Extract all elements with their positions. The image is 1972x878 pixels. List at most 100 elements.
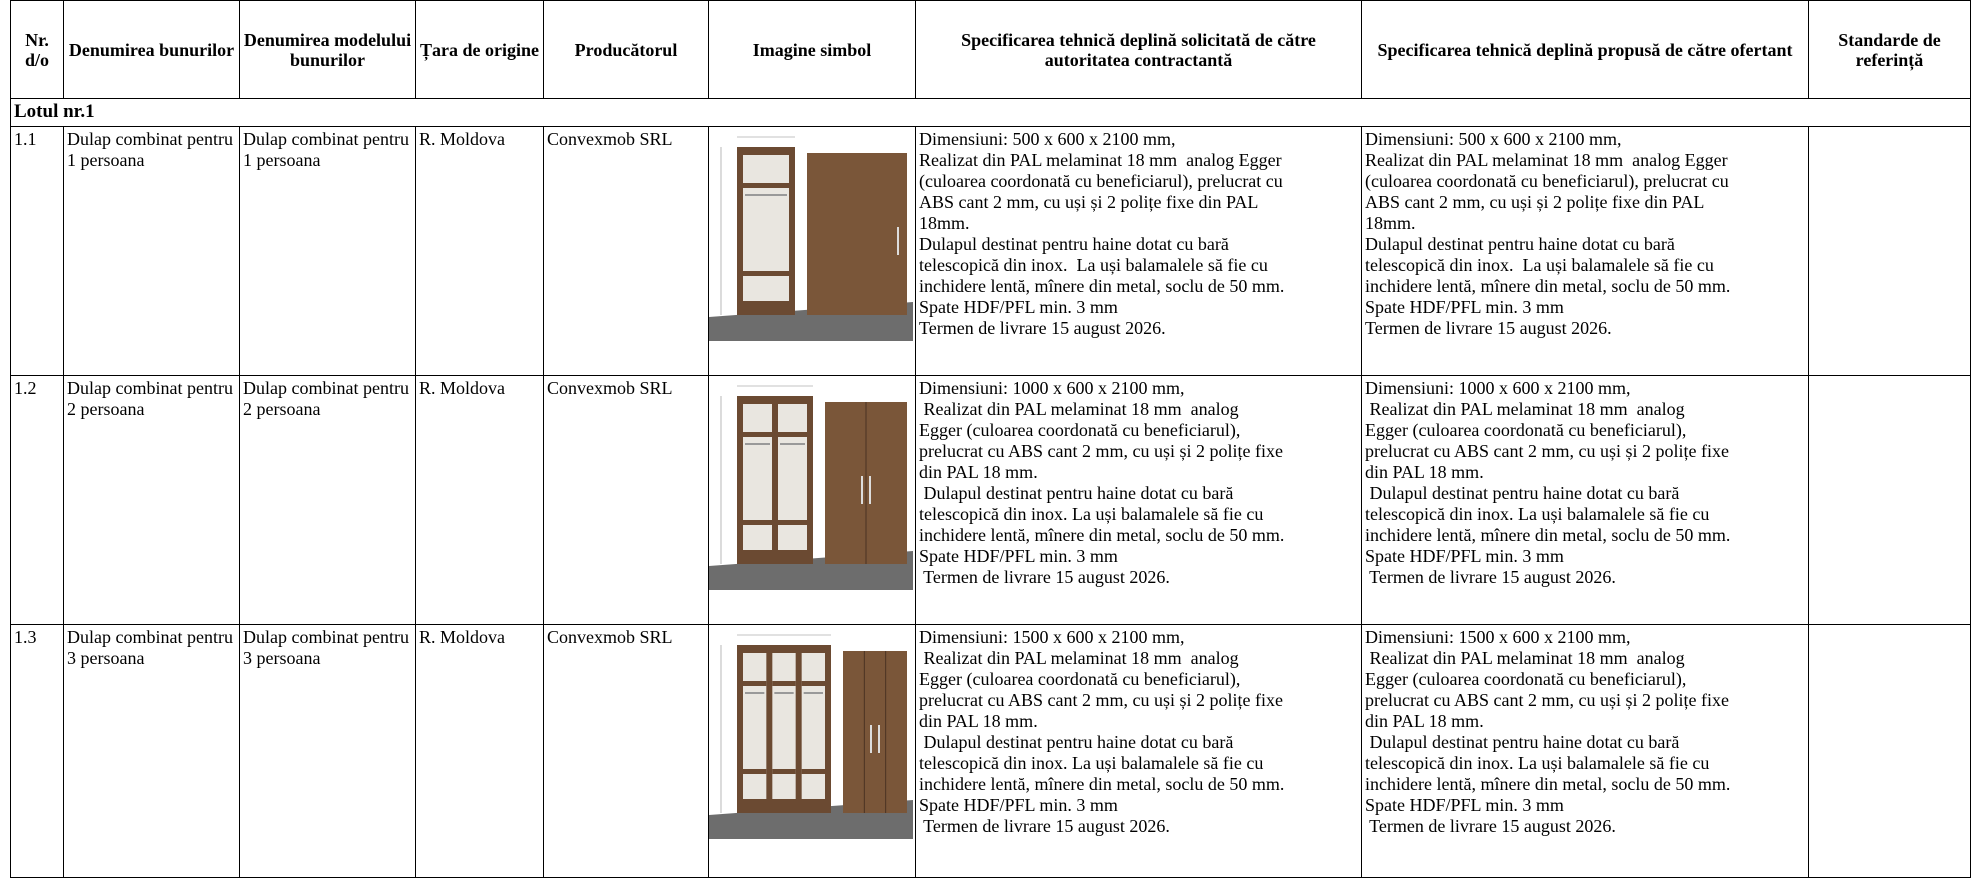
header-cell: Specificarea tehnică deplină solicitată … [915, 0, 1362, 99]
header-cell: Specificarea tehnică deplină propusă de … [1361, 0, 1809, 99]
spec-line: prelucrat cu ABS cant 2 mm, cu uși și 2 … [919, 690, 1283, 710]
spec-line: prelucrat cu ABS cant 2 mm, cu uși și 2 … [919, 441, 1283, 461]
spec-line: Egger (culoarea coordonată cu beneficiar… [1365, 420, 1687, 440]
spec-line: telescopică din inox. La uși balamalele … [919, 753, 1264, 773]
spec-line: 18mm. [1365, 213, 1416, 233]
cell-nr: 1.1 [10, 126, 64, 376]
table-body: Nr. d/o Denumirea bunurilor Denumirea mode… [10, 0, 1971, 878]
spec-line: Egger (culoarea coordonată cu beneficiar… [919, 420, 1241, 440]
spec-line: Dimensiuni: 1000 x 600 x 2100 mm, [919, 378, 1185, 398]
cell-producer: Convexmob SRL [543, 126, 709, 376]
spec-line: prelucrat cu ABS cant 2 mm, cu uși și 2 … [1365, 441, 1729, 461]
spec-line: din PAL 18 mm. [919, 462, 1038, 482]
spec-line: Realizat din PAL melaminat 18 mm analog [1365, 399, 1685, 419]
spec-line: Realizat din PAL melaminat 18 mm analog [919, 399, 1239, 419]
spec-line: Dulapul destinat pentru haine dotat cu b… [1365, 483, 1680, 503]
spec-line: Spate HDF/PFL min. 3 mm [1365, 795, 1564, 815]
spec-line: (culoarea coordonată cu beneficiarul), p… [919, 171, 1283, 191]
spec-line: Termen de livrare 15 august 2026. [1365, 816, 1616, 836]
product-image [709, 376, 913, 590]
spec-table: Nr. d/o Denumirea bunurilor Denumirea mode… [10, 0, 1971, 878]
product-image [709, 625, 913, 839]
spec-line: Dulapul destinat pentru haine dotat cu b… [1365, 732, 1680, 752]
image-cell [708, 126, 916, 376]
spec-line: din PAL 18 mm. [1365, 462, 1484, 482]
spec-line: Spate HDF/PFL min. 3 mm [1365, 546, 1564, 566]
spec-line: Realizat din PAL melaminat 18 mm analog … [919, 150, 1282, 170]
spec-line: Dimensiuni: 500 x 600 x 2100 mm, [919, 129, 1176, 149]
spec-cell: Dimensiuni: 1000 x 600 x 2100 mm, Realiz… [1361, 375, 1809, 625]
image-cell [708, 624, 916, 878]
spec-line: Termen de livrare 15 august 2026. [919, 318, 1166, 338]
item-row: 1.1 Dulap combinat pentru 1 persoana Dulap… [10, 126, 1971, 376]
header-cell: Imagine simbol [708, 0, 916, 99]
spec-line: ABS cant 2 mm, cu uși și 2 polițe fixe d… [1365, 192, 1705, 212]
cell-producer: Convexmob SRL [543, 375, 709, 625]
cell-origin: R. Moldova [415, 375, 544, 625]
spec-line: Egger (culoarea coordonată cu beneficiar… [919, 669, 1241, 689]
spec-line: din PAL 18 mm. [1365, 711, 1484, 731]
spec-line: Realizat din PAL melaminat 18 mm analog [1365, 648, 1685, 668]
lot-label: Lotul nr.1 [10, 98, 1971, 127]
cell-model: Dulap combinat pentru 3 persoana [239, 624, 416, 878]
product-image [709, 127, 913, 341]
spec-line: inchidere lentă, mînere din metal, soclu… [1365, 774, 1731, 794]
spec-line: Termen de livrare 15 august 2026. [919, 816, 1170, 836]
spec-line: Dimensiuni: 500 x 600 x 2100 mm, [1365, 129, 1622, 149]
spec-line: inchidere lentă, mînere din metal, soclu… [919, 276, 1285, 296]
standards-cell [1808, 624, 1971, 878]
spec-line: Dimensiuni: 1500 x 600 x 2100 mm, [1365, 627, 1631, 647]
spec-line: Termen de livrare 15 august 2026. [1365, 567, 1616, 587]
spec-line: Egger (culoarea coordonată cu beneficiar… [1365, 669, 1687, 689]
cell-name: Dulap combinat pentru 2 persoana [63, 375, 240, 625]
lot-row: Lotul nr.1 [10, 98, 1971, 127]
spec-line: prelucrat cu ABS cant 2 mm, cu uși și 2 … [1365, 690, 1729, 710]
spec-line: inchidere lentă, mînere din metal, soclu… [1365, 276, 1731, 296]
spec-line: Termen de livrare 15 august 2026. [919, 567, 1170, 587]
spec-line: telescopică din inox. La uși balamalele … [1365, 255, 1714, 275]
cell-name: Dulap combinat pentru 3 persoana [63, 624, 240, 878]
standards-cell [1808, 126, 1971, 376]
header-cell: Denumirea bunurilor [63, 0, 240, 99]
spec-cell: Dimensiuni: 1500 x 600 x 2100 mm, Realiz… [1361, 624, 1809, 878]
spec-line: Dulapul destinat pentru haine dotat cu b… [1365, 234, 1675, 254]
spec-line: Dimensiuni: 1000 x 600 x 2100 mm, [1365, 378, 1631, 398]
spec-line: telescopică din inox. La uși balamalele … [919, 504, 1264, 524]
spec-line: Spate HDF/PFL min. 3 mm [919, 297, 1118, 317]
spec-line: inchidere lentă, mînere din metal, soclu… [919, 525, 1285, 545]
cell-producer: Convexmob SRL [543, 624, 709, 878]
spec-cell: Dimensiuni: 1500 x 600 x 2100 mm, Realiz… [915, 624, 1362, 878]
spec-cell: Dimensiuni: 500 x 600 x 2100 mm, Realizat… [915, 126, 1362, 376]
spec-line: telescopică din inox. La uși balamalele … [919, 255, 1268, 275]
spec-line: (culoarea coordonată cu beneficiarul), p… [1365, 171, 1729, 191]
spec-line: din PAL 18 mm. [919, 711, 1038, 731]
item-row: 1.2 Dulap combinat pentru 2 persoana Dulap… [10, 375, 1971, 625]
spec-line: Spate HDF/PFL min. 3 mm [1365, 297, 1564, 317]
spec-line: telescopică din inox. La uși balamalele … [1365, 753, 1710, 773]
cell-origin: R. Moldova [415, 624, 544, 878]
spec-cell: Dimensiuni: 1000 x 600 x 2100 mm, Realiz… [915, 375, 1362, 625]
spec-line: Dulapul destinat pentru haine dotat cu b… [919, 234, 1229, 254]
cell-nr: 1.3 [10, 624, 64, 878]
cell-nr: 1.2 [10, 375, 64, 625]
spec-cell: Dimensiuni: 500 x 600 x 2100 mm, Realizat… [1361, 126, 1809, 376]
cell-name: Dulap combinat pentru 1 persoana [63, 126, 240, 376]
spec-line: Dulapul destinat pentru haine dotat cu b… [919, 483, 1234, 503]
spec-line: telescopică din inox. La uși balamalele … [1365, 504, 1710, 524]
spec-line: Realizat din PAL melaminat 18 mm analog [919, 648, 1239, 668]
spec-line: inchidere lentă, mînere din metal, soclu… [1365, 525, 1731, 545]
header-cell: Denumirea modelului bunurilor [239, 0, 416, 99]
standards-cell [1808, 375, 1971, 625]
header-cell: Nr. d/o [10, 0, 64, 99]
spec-line: Spate HDF/PFL min. 3 mm [919, 795, 1118, 815]
cell-model: Dulap combinat pentru 2 persoana [239, 375, 416, 625]
cell-model: Dulap combinat pentru 1 persoana [239, 126, 416, 376]
spec-line: ABS cant 2 mm, cu uși și 2 polițe fixe d… [919, 192, 1259, 212]
image-cell [708, 375, 916, 625]
header-row: Nr. d/o Denumirea bunurilor Denumirea mode… [10, 0, 1971, 99]
spec-line: 18mm. [919, 213, 970, 233]
spec-line: Termen de livrare 15 august 2026. [1365, 318, 1612, 338]
header-cell: Producătorul [543, 0, 709, 99]
spec-line: Realizat din PAL melaminat 18 mm analog … [1365, 150, 1728, 170]
